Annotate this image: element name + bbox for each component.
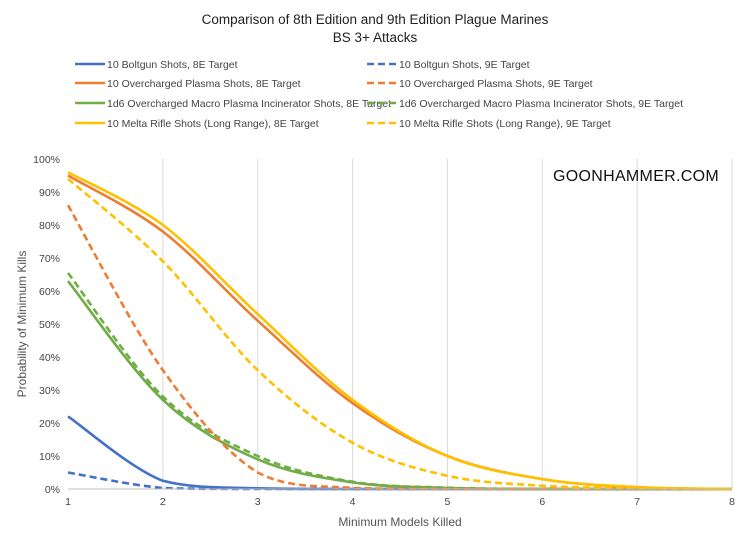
y-tick-label: 20% (39, 418, 60, 430)
chart-title: Comparison of 8th Edition and 9th Editio… (202, 12, 549, 27)
y-tick-label: 90% (39, 187, 60, 199)
x-tick-label: 5 (445, 496, 451, 508)
series-line (67, 171, 733, 491)
x-tick-label: 4 (350, 496, 356, 508)
legend-label: 1d6 Overcharged Macro Plasma Incinerator… (107, 98, 391, 110)
legend-label: 1d6 Overcharged Macro Plasma Incinerator… (399, 98, 683, 110)
gridlines (162, 159, 733, 489)
series-line (66, 272, 732, 491)
watermark: GOONHAMMER.COM (553, 168, 719, 185)
legend-label: 10 Boltgun Shots, 9E Target (399, 59, 530, 71)
y-tick-label: 80% (39, 220, 60, 232)
y-tick-label: 50% (39, 319, 60, 331)
chart-subtitle: BS 3+ Attacks (333, 30, 418, 45)
y-tick-labels: 0% 10% 20% 30% 40% 50% 60% 70% 80% 90% 100% (33, 154, 60, 496)
y-tick-label: 0% (45, 484, 60, 496)
y-tick-label: 10% (39, 451, 60, 463)
plot-area (68, 159, 732, 489)
x-tick-labels: 1 2 3 4 5 6 7 8 (65, 496, 735, 508)
x-tick-label: 2 (160, 496, 166, 508)
x-tick-label: 1 (65, 496, 71, 508)
legend-label: 10 Overcharged Plasma Shots, 9E Target (399, 78, 593, 90)
x-axis-label: Minimum Models Killed (338, 515, 461, 529)
y-axis-label: Probability of Minimum Kills (15, 251, 29, 398)
y-tick-label: 40% (39, 352, 60, 364)
y-tick-label: 30% (39, 385, 60, 397)
x-tick-label: 6 (539, 496, 545, 508)
legend: 10 Boltgun Shots, 8E Target 10 Boltgun Sh… (75, 59, 683, 130)
legend-label: 10 Overcharged Plasma Shots, 8E Target (107, 78, 301, 90)
y-tick-label: 60% (39, 286, 60, 298)
legend-label: 10 Melta Rifle Shots (Long Range), 9E Ta… (399, 118, 611, 130)
legend-label: 10 Boltgun Shots, 8E Target (107, 59, 238, 71)
x-tick-label: 7 (634, 496, 640, 508)
x-tick-label: 3 (255, 496, 261, 508)
legend-label: 10 Melta Rifle Shots (Long Range), 8E Ta… (107, 118, 319, 130)
y-tick-label: 100% (33, 154, 60, 166)
series-line (67, 177, 733, 491)
x-tick-label: 8 (729, 496, 735, 508)
y-tick-label: 70% (39, 253, 60, 265)
